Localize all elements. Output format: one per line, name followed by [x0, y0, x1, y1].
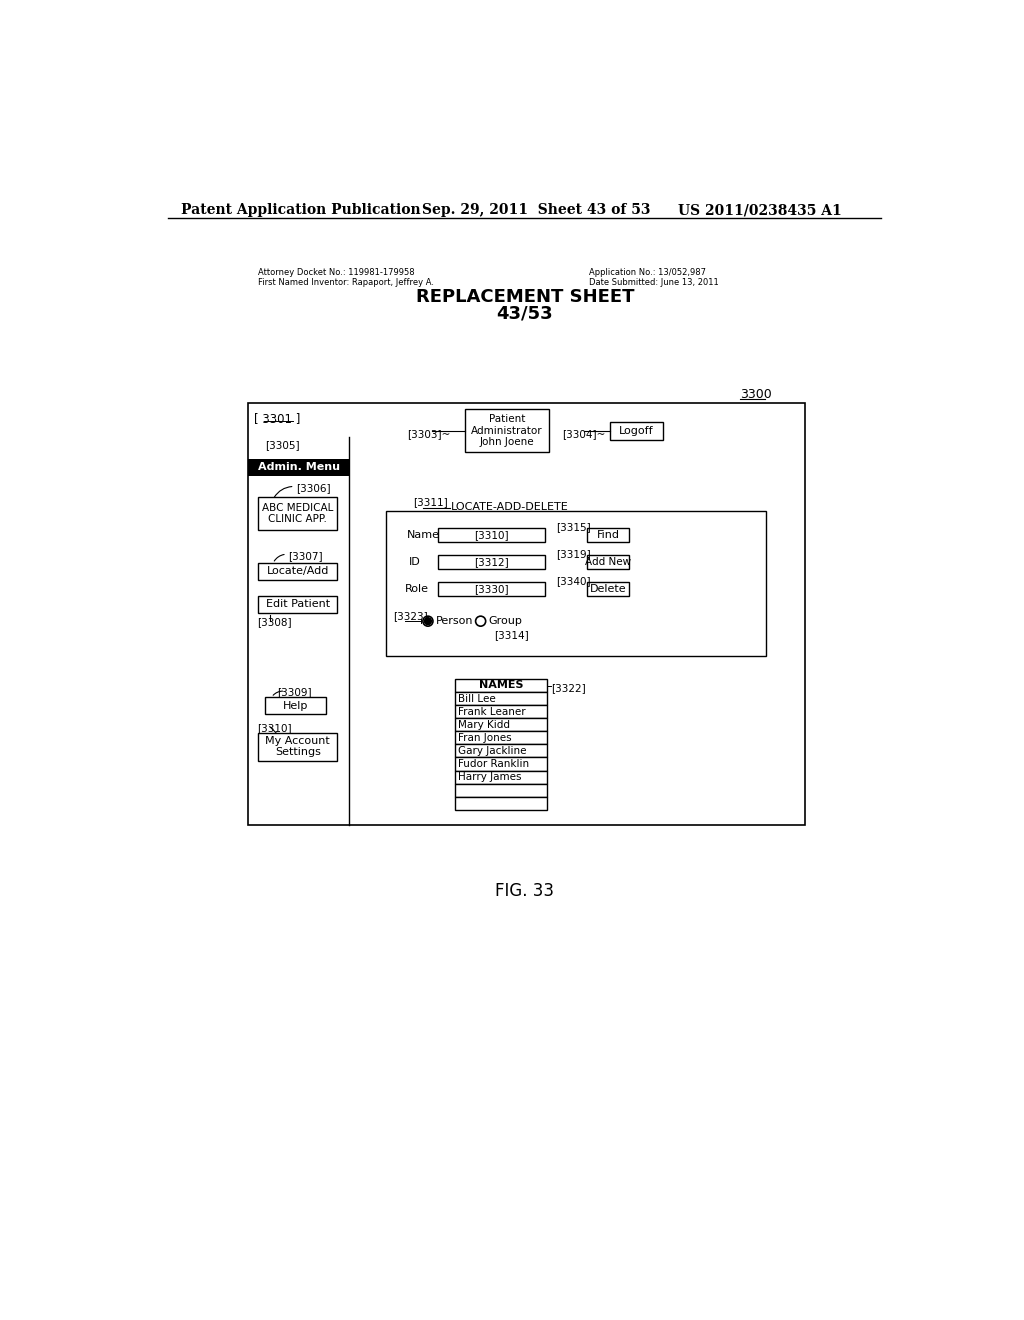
Bar — [455, 692, 547, 705]
Text: Bill Lee: Bill Lee — [458, 693, 496, 704]
Bar — [455, 705, 547, 718]
Bar — [438, 528, 545, 543]
Text: Help: Help — [283, 701, 308, 711]
Bar — [258, 595, 337, 612]
Bar — [610, 422, 663, 441]
Bar — [438, 582, 545, 595]
Text: [3315]: [3315] — [556, 521, 591, 532]
Bar — [455, 797, 547, 810]
Text: [3330]: [3330] — [474, 583, 509, 594]
Text: Find: Find — [597, 529, 620, 540]
Circle shape — [424, 618, 431, 624]
Text: [3308]: [3308] — [257, 618, 292, 627]
Bar — [455, 771, 547, 784]
Text: [3310]: [3310] — [257, 723, 292, 733]
Text: [3340]: [3340] — [556, 576, 591, 586]
Text: REPLACEMENT SHEET: REPLACEMENT SHEET — [416, 288, 634, 306]
Text: Frank Leaner: Frank Leaner — [458, 706, 525, 717]
Text: [3306]: [3306] — [296, 483, 331, 494]
Bar — [258, 733, 337, 760]
Text: 43/53: 43/53 — [497, 305, 553, 322]
Bar — [587, 582, 630, 595]
Text: Patent Application Publication: Patent Application Publication — [180, 203, 420, 216]
Text: Delete: Delete — [590, 583, 627, 594]
Text: Application No.: 13/052,987: Application No.: 13/052,987 — [589, 268, 707, 277]
Text: [3310]: [3310] — [474, 529, 509, 540]
Text: [3304]~: [3304]~ — [562, 429, 605, 440]
Text: [3323]: [3323] — [393, 611, 428, 622]
Bar — [455, 744, 547, 758]
Bar — [386, 511, 766, 656]
Text: [3303]~: [3303]~ — [407, 429, 451, 440]
Text: ID: ID — [410, 557, 421, 566]
Text: 3300: 3300 — [740, 388, 772, 401]
Bar — [455, 678, 547, 692]
Text: Group: Group — [488, 616, 522, 626]
Text: Role: Role — [404, 583, 429, 594]
Text: Edit Patient: Edit Patient — [265, 599, 330, 610]
Bar — [455, 758, 547, 771]
Text: Fudor Ranklin: Fudor Ranklin — [458, 759, 529, 770]
Text: Locate/Add: Locate/Add — [266, 566, 329, 576]
Bar — [465, 409, 549, 451]
Bar — [258, 498, 337, 529]
Text: Person: Person — [435, 616, 473, 626]
Text: Patient
Administrator
John Joene: Patient Administrator John Joene — [471, 414, 543, 447]
Text: Date Submitted: June 13, 2011: Date Submitted: June 13, 2011 — [589, 277, 719, 286]
Bar — [438, 554, 545, 569]
Text: [3322]: [3322] — [551, 682, 586, 693]
Text: [3305]: [3305] — [265, 441, 300, 450]
Text: NAMES: NAMES — [478, 681, 523, 690]
Text: Admin. Menu: Admin. Menu — [257, 462, 340, 473]
Text: Attorney Docket No.: 119981-179958: Attorney Docket No.: 119981-179958 — [258, 268, 415, 277]
Text: Mary Kidd: Mary Kidd — [458, 719, 510, 730]
Text: [3314]: [3314] — [494, 631, 528, 640]
Text: [3309]: [3309] — [278, 686, 312, 697]
Bar — [455, 784, 547, 797]
Text: First Named Inventor: Rapaport, Jeffrey A.: First Named Inventor: Rapaport, Jeffrey … — [258, 277, 434, 286]
Bar — [265, 697, 326, 714]
Bar — [248, 404, 805, 825]
Bar — [248, 459, 349, 475]
Text: FIG. 33: FIG. 33 — [496, 882, 554, 900]
Text: Sep. 29, 2011  Sheet 43 of 53: Sep. 29, 2011 Sheet 43 of 53 — [423, 203, 651, 216]
Text: US 2011/0238435 A1: US 2011/0238435 A1 — [678, 203, 842, 216]
Text: Name: Name — [407, 529, 440, 540]
Bar — [258, 562, 337, 579]
Text: [ 3301 ]: [ 3301 ] — [254, 412, 301, 425]
Text: Harry James: Harry James — [458, 772, 521, 781]
Text: LOCATE-ADD-DELETE: LOCATE-ADD-DELETE — [451, 502, 568, 512]
Bar — [455, 718, 547, 731]
Text: Fran Jones: Fran Jones — [458, 733, 512, 743]
Bar — [455, 731, 547, 744]
Text: Logoff: Logoff — [620, 426, 653, 436]
Bar — [587, 554, 630, 569]
Text: [3319]: [3319] — [556, 549, 591, 558]
Text: Add New: Add New — [585, 557, 631, 566]
Text: Gary Jackline: Gary Jackline — [458, 746, 526, 756]
Bar — [587, 528, 630, 543]
Text: ABC MEDICAL
CLINIC APP.: ABC MEDICAL CLINIC APP. — [262, 503, 334, 524]
Text: [3312]: [3312] — [474, 557, 509, 566]
Text: My Account
Settings: My Account Settings — [265, 735, 330, 758]
Text: [3307]: [3307] — [289, 552, 323, 561]
Text: [3311]: [3311] — [414, 498, 447, 507]
